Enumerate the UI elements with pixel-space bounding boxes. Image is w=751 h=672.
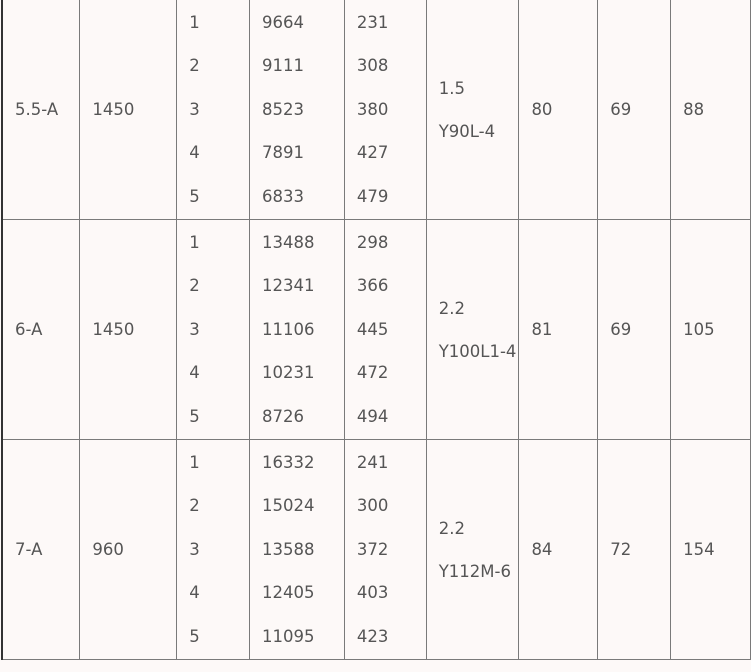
flow-cell: 13488 12341 11106 10231 8726 — [248, 219, 345, 440]
pressure-cell-value: 427 — [356, 143, 389, 163]
flow-cell-value: 9664 — [261, 12, 304, 32]
flow-cell-value: 8726 — [261, 406, 304, 426]
speed-cell: 1450 — [79, 0, 178, 220]
flow-cell-value: 13588 — [261, 539, 315, 559]
flow-cell-value: 16332 — [261, 452, 315, 472]
value-cell: 105 — [670, 219, 751, 440]
position-cell: 1 2 3 4 5 — [176, 0, 250, 220]
value-cell: 69 — [597, 219, 672, 440]
value-cell: 69 — [597, 0, 672, 220]
flow-cell-value: 6833 — [261, 186, 304, 206]
pressure-cell-value: 445 — [356, 319, 389, 339]
flow-cell-value: 10231 — [261, 363, 315, 383]
position-cell-value: 3 — [189, 319, 200, 339]
power-value: 2.2 — [438, 518, 465, 538]
position-cell-value: 5 — [189, 406, 200, 426]
pressure-cell: 241 300 372 403 423 — [343, 439, 427, 660]
position-cell-value: 4 — [189, 143, 200, 163]
pressure-cell: 231 308 380 427 479 — [343, 0, 427, 220]
table-row: 5.5-A 1450 1 2 3 4 5 9664 9111 8523 7891 6833 231 308… — [1, 0, 751, 220]
motor-cell: 1.5 Y90L-4 — [425, 0, 520, 220]
position-cell-value: 5 — [189, 186, 200, 206]
position-cell: 1 2 3 4 5 — [176, 439, 250, 660]
value-cell: 154 — [670, 439, 751, 660]
pressure-cell-value: 494 — [356, 406, 389, 426]
motor-cell: 2.2 Y112M-6 — [425, 439, 520, 660]
pressure-cell-value: 423 — [356, 626, 389, 646]
pressure-cell-value: 366 — [356, 276, 389, 296]
position-cell-value: 4 — [189, 583, 200, 603]
pressure-cell: 298 366 445 472 494 — [343, 219, 427, 440]
pressure-cell-value: 403 — [356, 583, 389, 603]
flow-cell: 16332 15024 13588 12405 11095 — [248, 439, 345, 660]
flow-cell-value: 9111 — [261, 56, 304, 76]
flow-cell-value: 12405 — [261, 583, 315, 603]
motor-value: Y112M-6 — [438, 561, 511, 581]
model-cell: 7-A — [1, 439, 81, 660]
speed-cell: 1450 — [79, 219, 178, 440]
pressure-cell-value: 380 — [356, 99, 389, 119]
position-cell-value: 3 — [189, 99, 200, 119]
position-cell-value: 4 — [189, 363, 200, 383]
flow-cell: 9664 9111 8523 7891 6833 — [248, 0, 345, 220]
motor-value: Y100L1-4 — [438, 341, 517, 361]
pressure-cell-value: 372 — [356, 539, 389, 559]
position-cell-value: 2 — [189, 496, 200, 516]
position-cell: 1 2 3 4 5 — [176, 219, 250, 440]
flow-cell-value: 11095 — [261, 626, 315, 646]
power-value: 1.5 — [438, 78, 465, 98]
flow-cell-value: 13488 — [261, 232, 315, 252]
pressure-cell-value: 241 — [356, 452, 389, 472]
pressure-cell-value: 479 — [356, 186, 389, 206]
position-cell-value: 1 — [189, 12, 200, 32]
pressure-cell-value: 472 — [356, 363, 389, 383]
speed-cell: 960 — [79, 439, 178, 660]
pressure-cell-value: 308 — [356, 56, 389, 76]
model-cell: 5.5-A — [1, 0, 81, 220]
table-row: 7-A 960 1 2 3 4 5 16332 15024 13588 12405 11095 241 3… — [1, 439, 751, 660]
flow-cell-value: 15024 — [261, 496, 315, 516]
motor-value: Y90L-4 — [438, 121, 496, 141]
value-cell: 72 — [597, 439, 672, 660]
position-cell-value: 2 — [189, 276, 200, 296]
value-cell: 81 — [518, 219, 599, 440]
flow-cell-value: 12341 — [261, 276, 315, 296]
table-row: 6-A 1450 1 2 3 4 5 13488 12341 11106 10231 8726 298 3… — [1, 219, 751, 440]
position-cell-value: 2 — [189, 56, 200, 76]
flow-cell-value: 11106 — [261, 319, 315, 339]
value-cell: 84 — [518, 439, 599, 660]
power-value: 2.2 — [438, 298, 465, 318]
flow-cell-value: 7891 — [261, 143, 304, 163]
value-cell: 80 — [518, 0, 599, 220]
value-cell: 88 — [670, 0, 751, 220]
pressure-cell-value: 231 — [356, 12, 389, 32]
position-cell-value: 3 — [189, 539, 200, 559]
flow-cell-value: 8523 — [261, 99, 304, 119]
position-cell-value: 1 — [189, 452, 200, 472]
pressure-cell-value: 300 — [356, 496, 389, 516]
motor-cell: 2.2 Y100L1-4 — [425, 219, 520, 440]
position-cell-value: 5 — [189, 626, 200, 646]
position-cell-value: 1 — [189, 232, 200, 252]
model-cell: 6-A — [1, 219, 81, 440]
pressure-cell-value: 298 — [356, 232, 389, 252]
